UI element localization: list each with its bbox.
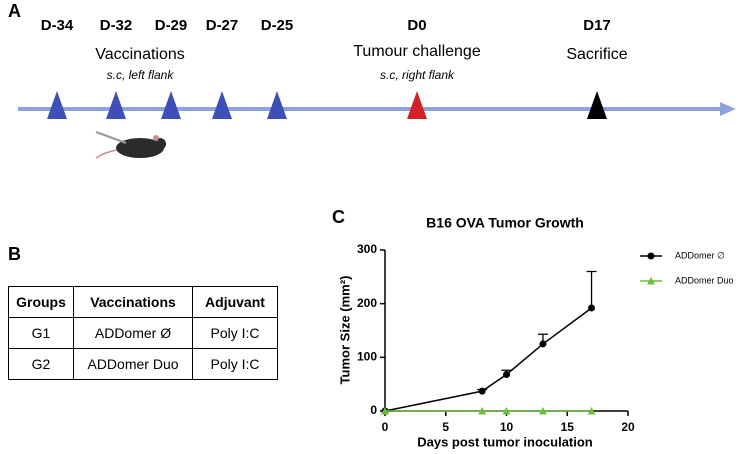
- legend-label: ADDomer ∅: [675, 250, 725, 260]
- day-label: D-32: [100, 17, 133, 34]
- phase-title: Sacrifice: [566, 46, 627, 63]
- chart-title: B16 OVA Tumor Growth: [426, 215, 584, 231]
- data-point: [587, 407, 596, 415]
- day-label: D0: [407, 17, 426, 34]
- x-tick-label: 15: [561, 420, 575, 434]
- panel-label: B: [8, 244, 21, 264]
- day-label: D-25: [261, 17, 294, 34]
- phase-note: s.c, left flank: [107, 68, 175, 82]
- x-tick-label: 5: [442, 420, 449, 434]
- event-marker: [212, 91, 232, 119]
- data-point: [502, 407, 511, 415]
- cell: Poly I:C: [192, 317, 278, 349]
- cell: G2: [8, 348, 74, 380]
- cell: ADDomer Ø: [73, 317, 193, 349]
- panel-label: C: [332, 207, 345, 227]
- event-marker: [267, 91, 287, 119]
- mouse-icon: [95, 131, 166, 159]
- day-label: D-27: [206, 17, 239, 34]
- x-tick-label: 0: [382, 420, 389, 434]
- y-tick-label: 0: [370, 403, 377, 417]
- data-point: [381, 407, 389, 415]
- legend-marker: [647, 252, 655, 260]
- phase-title: Vaccinations: [95, 46, 185, 63]
- x-axis-label: Days post tumor inoculation: [417, 434, 593, 449]
- event-marker: [47, 91, 67, 119]
- y-axis-label: Tumor Size (mm²): [337, 276, 352, 385]
- header-cell: Vaccinations: [73, 286, 193, 318]
- legend-label: ADDomer Duo: [675, 275, 734, 285]
- table-row: G1 ADDomer Ø Poly I:C: [8, 317, 278, 349]
- phase-title: Tumour challenge: [353, 43, 481, 60]
- day-label: D-34: [41, 17, 74, 34]
- panel-label: A: [8, 1, 21, 21]
- day-label: D-29: [155, 17, 188, 34]
- error-bar: [586, 270, 597, 308]
- x-tick-label: 10: [500, 420, 514, 434]
- x-tick-label: 20: [621, 420, 635, 434]
- event-marker: [106, 91, 126, 119]
- table-row: G2 ADDomer Duo Poly I:C: [8, 348, 278, 380]
- cell: Poly I:C: [192, 348, 278, 380]
- groups-table: Groups Vaccinations Adjuvant G1 ADDomer …: [8, 286, 278, 380]
- header-cell: Adjuvant: [192, 286, 278, 318]
- data-point: [539, 340, 547, 348]
- table-header: Groups Vaccinations Adjuvant: [8, 286, 278, 318]
- data-point: [478, 407, 487, 415]
- cell: G1: [8, 317, 74, 349]
- event-marker: [407, 91, 427, 119]
- series-line: [384, 307, 592, 412]
- data-point: [538, 407, 547, 415]
- y-tick-label: 200: [357, 296, 377, 310]
- header-cell: Groups: [8, 286, 74, 318]
- data-point: [478, 387, 486, 395]
- event-marker: [587, 91, 607, 119]
- y-tick-label: 100: [357, 350, 377, 364]
- timeline-arrow: [720, 102, 736, 116]
- legend-marker: [647, 277, 655, 285]
- y-tick-label: 300: [357, 242, 377, 256]
- data-point: [588, 304, 596, 312]
- data-point: [503, 371, 510, 379]
- day-label: D17: [583, 17, 611, 34]
- cell: ADDomer Duo: [73, 348, 193, 380]
- phase-note: s.c, right flank: [380, 68, 455, 82]
- event-marker: [161, 91, 181, 119]
